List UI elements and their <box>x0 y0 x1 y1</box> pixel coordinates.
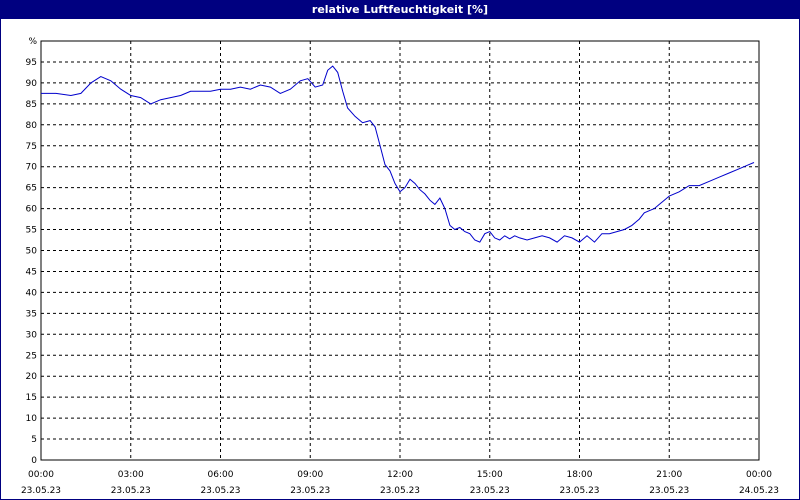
y-tick-label: 85 <box>26 100 37 110</box>
y-tick-label: 95 <box>26 58 37 68</box>
grid-lines <box>41 41 759 460</box>
y-tick-label: 30 <box>26 330 38 340</box>
x-tick-time-label: 12:00 <box>387 470 413 480</box>
x-tick-date-label: 23.05.23 <box>290 486 330 496</box>
y-tick-label: 90 <box>26 79 38 89</box>
chart-title: relative Luftfeuchtigkeit [%] <box>1 1 799 19</box>
y-tick-label: 70 <box>26 163 38 173</box>
x-tick-date-label: 23.05.23 <box>111 486 151 496</box>
humidity-series-line <box>41 65 755 243</box>
y-unit-label: % <box>28 37 37 47</box>
x-tick-date-label: 24.05.23 <box>739 486 779 496</box>
y-tick-label: 5 <box>31 435 37 445</box>
y-tick-label: 75 <box>26 142 37 152</box>
y-tick-label: 50 <box>26 247 38 257</box>
axis-labels: 0 5 10 15 20 25 30 35 40 45 50 55 60 65 70 75 80 85 90 95% 0… <box>21 37 779 496</box>
y-tick-label: 0 <box>31 456 37 466</box>
x-tick-date-label: 23.05.23 <box>649 486 689 496</box>
y-tick-label: 80 <box>26 121 38 131</box>
x-tick-date-label: 23.05.23 <box>470 486 510 496</box>
x-tick-time-label: 18:00 <box>567 470 593 480</box>
data-series <box>41 65 755 243</box>
plot-area-border <box>40 40 760 461</box>
x-tick-time-label: 06:00 <box>208 470 234 480</box>
y-tick-label: 25 <box>26 351 37 361</box>
x-tick-time-label: 15:00 <box>477 470 503 480</box>
x-tick-time-label: 00:00 <box>746 470 772 480</box>
y-tick-label: 40 <box>26 288 38 298</box>
y-tick-label: 65 <box>26 184 37 194</box>
y-tick-label: 55 <box>26 226 37 236</box>
x-tick-time-label: 09:00 <box>297 470 323 480</box>
x-tick-date-label: 23.05.23 <box>559 486 599 496</box>
y-tick-label: 10 <box>26 414 38 424</box>
y-tick-label: 60 <box>26 205 38 215</box>
x-tick-date-label: 23.05.23 <box>21 486 61 496</box>
x-tick-time-label: 00:00 <box>28 470 54 480</box>
y-tick-label: 15 <box>26 393 37 403</box>
y-tick-label: 20 <box>26 372 38 382</box>
x-tick-time-label: 21:00 <box>656 470 682 480</box>
x-tick-date-label: 23.05.23 <box>200 486 240 496</box>
y-tick-label: 35 <box>26 309 37 319</box>
x-tick-date-label: 23.05.23 <box>380 486 420 496</box>
y-tick-label: 45 <box>26 267 37 277</box>
x-tick-time-label: 03:00 <box>118 470 144 480</box>
